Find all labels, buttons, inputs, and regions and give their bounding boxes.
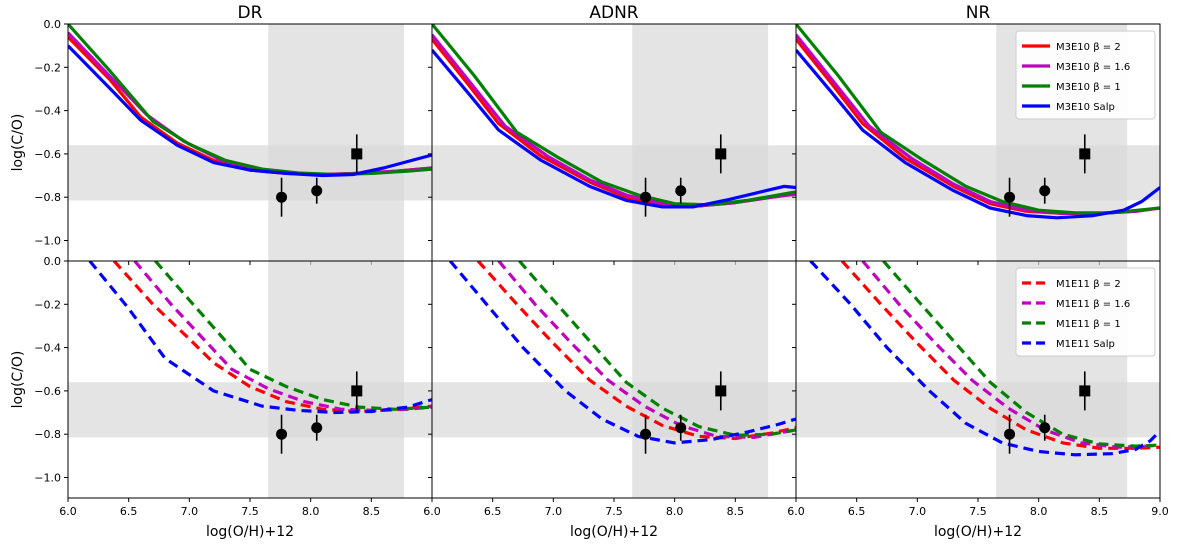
observation-square xyxy=(351,148,363,160)
observation-point xyxy=(276,191,288,203)
panel-top-dr xyxy=(68,24,432,261)
y-tick-label: −1.0 xyxy=(34,472,61,485)
legend-top: M3E10 β = 2 M3E10 β = 1.6 M3E10 β = 1 M3E10… xyxy=(1015,30,1156,120)
series-line-salp xyxy=(809,261,1160,457)
x-axis-label: log(O/H)+12 xyxy=(570,524,658,540)
legend-entry-beta2: M3E10 β = 2 xyxy=(1056,42,1121,53)
y-tick-label: 0.0 xyxy=(44,18,62,31)
y-tick-label: −0.2 xyxy=(34,61,61,74)
series-line-beta1 xyxy=(518,261,796,437)
observation-square xyxy=(351,385,363,397)
series-line-salp xyxy=(68,44,432,178)
series-line-beta1 xyxy=(154,261,432,411)
series-line-salp xyxy=(448,261,796,445)
legend-entry-beta1: M3E10 β = 1 xyxy=(1056,82,1121,93)
legend-entry-beta2: M1E11 β = 2 xyxy=(1056,279,1121,290)
x-tick-label: 7.0 xyxy=(909,505,927,518)
legend-entry-beta16: M1E11 β = 1.6 xyxy=(1056,299,1130,310)
y-tick-label: −0.4 xyxy=(34,105,61,118)
shaded-band-y xyxy=(796,382,1160,438)
x-tick-label: 8.5 xyxy=(363,505,381,518)
x-tick-label: 6.5 xyxy=(484,505,502,518)
observation-point xyxy=(640,191,652,203)
y-tick-label: −0.4 xyxy=(34,342,61,355)
observation-point xyxy=(640,428,652,440)
legend-entry-salp: M1E11 Salp xyxy=(1056,339,1115,350)
panel-title-dr: DR xyxy=(238,3,263,23)
shaded-band-x xyxy=(632,261,769,498)
observation-point xyxy=(276,428,288,440)
panel-bottom-dr xyxy=(68,261,432,498)
y-tick-label: −1.0 xyxy=(34,235,61,248)
series-line-beta16 xyxy=(497,261,796,439)
x-tick-label: 7.5 xyxy=(969,505,987,518)
y-tick-label: −0.6 xyxy=(34,385,61,398)
x-tick-label: 8.0 xyxy=(1030,505,1048,518)
panel-top-adnr xyxy=(432,24,796,261)
y-axis-label: log(C/O) xyxy=(10,351,26,409)
observation-square xyxy=(1079,385,1091,397)
observation-point xyxy=(675,422,687,434)
observation-point xyxy=(311,422,323,434)
x-tick-label: 8.0 xyxy=(302,505,320,518)
shaded-band-x xyxy=(268,261,405,498)
panel-title-adnr: ADNR xyxy=(589,3,638,23)
observation-square xyxy=(715,385,727,397)
observation-point xyxy=(1004,191,1016,203)
series-line-beta16 xyxy=(133,261,432,412)
observation-point xyxy=(1004,428,1016,440)
observation-point xyxy=(1039,185,1051,197)
x-tick-label: 6.0 xyxy=(59,505,77,518)
shaded-band-x xyxy=(632,24,769,261)
y-axis-label: log(C/O) xyxy=(10,114,26,172)
observation-point xyxy=(675,185,687,197)
series-line-beta2 xyxy=(112,261,432,414)
x-tick-label: 7.5 xyxy=(605,505,623,518)
y-tick-label: 0.0 xyxy=(44,255,62,268)
x-tick-label: 6.0 xyxy=(787,505,805,518)
x-axis-label: log(O/H)+12 xyxy=(934,524,1022,540)
series-line-salp xyxy=(88,261,432,415)
x-axis-label: log(O/H)+12 xyxy=(206,524,294,540)
series-line-beta1 xyxy=(432,24,796,207)
y-tick-label: −0.2 xyxy=(34,298,61,311)
y-tick-label: −0.6 xyxy=(34,148,61,161)
shaded-band-y xyxy=(432,382,796,438)
series-line-beta1 xyxy=(68,24,432,177)
x-tick-label: 6.0 xyxy=(423,505,441,518)
x-tick-label: 7.0 xyxy=(545,505,563,518)
observation-square xyxy=(715,148,727,160)
x-tick-label: 7.5 xyxy=(241,505,259,518)
legend-box xyxy=(1015,30,1156,120)
series-line-beta1 xyxy=(796,24,1160,215)
observation-point xyxy=(311,185,323,197)
y-tick-label: −0.8 xyxy=(34,191,61,204)
shaded-band-y xyxy=(68,382,432,438)
observation-square xyxy=(1079,148,1091,160)
legend-entry-beta16: M3E10 β = 1.6 xyxy=(1056,62,1130,73)
y-tick-label: −0.8 xyxy=(34,428,61,441)
observation-point xyxy=(1039,422,1051,434)
series-line-salp xyxy=(432,48,796,209)
series-line-salp xyxy=(796,48,1160,220)
legend-entry-salp: M3E10 Salp xyxy=(1056,102,1115,113)
shaded-band-x xyxy=(268,24,405,261)
legend-bottom: M1E11 β = 2 M1E11 β = 1.6 M1E11 β = 1 M1E11… xyxy=(1015,267,1156,357)
panel-title-nr: NR xyxy=(966,3,991,23)
x-tick-label: 8.0 xyxy=(666,505,684,518)
x-tick-label: 8.5 xyxy=(727,505,745,518)
x-tick-label: 6.5 xyxy=(848,505,866,518)
legend-entry-beta1: M1E11 β = 1 xyxy=(1056,319,1121,330)
x-tick-label: 7.0 xyxy=(181,505,199,518)
x-tick-label: 6.5 xyxy=(120,505,138,518)
x-tick-label: 8.5 xyxy=(1091,505,1109,518)
x-tick-label: 9.0 xyxy=(1151,505,1169,518)
series-line-beta1 xyxy=(882,261,1160,448)
legend-box xyxy=(1015,267,1156,357)
panel-bottom-adnr xyxy=(432,261,796,498)
